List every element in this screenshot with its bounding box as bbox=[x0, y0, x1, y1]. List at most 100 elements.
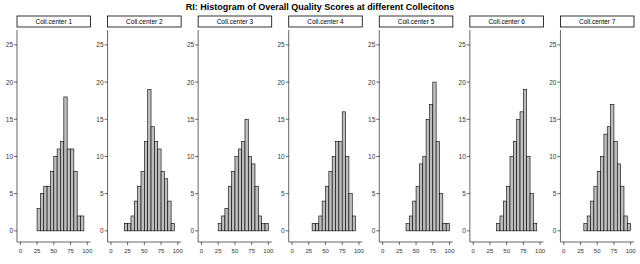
chart: RI: Histogram of Overall Quality Scores … bbox=[0, 0, 640, 264]
y-tick bbox=[195, 156, 198, 157]
bar bbox=[252, 164, 255, 231]
y-tick-label: 0 bbox=[281, 227, 285, 234]
x-tick bbox=[292, 242, 293, 245]
bar bbox=[164, 179, 167, 231]
bar bbox=[446, 223, 449, 230]
bars bbox=[124, 90, 174, 231]
bar bbox=[292, 230, 295, 231]
y-axis bbox=[288, 30, 289, 242]
x-tick bbox=[506, 242, 507, 245]
bar bbox=[77, 216, 80, 231]
x-tick bbox=[53, 242, 54, 245]
y-tick bbox=[105, 119, 108, 120]
bar bbox=[118, 230, 121, 231]
panel-title: Coll.center 7 bbox=[579, 18, 616, 25]
y-tick-label: 10 bbox=[6, 153, 14, 160]
y-tick bbox=[467, 82, 470, 83]
bar bbox=[393, 230, 396, 231]
bars bbox=[312, 112, 355, 231]
bar bbox=[507, 186, 510, 231]
y-tick-label: 10 bbox=[277, 153, 285, 160]
bar bbox=[305, 230, 308, 231]
y-tick bbox=[286, 82, 289, 83]
bar bbox=[490, 230, 493, 231]
bar bbox=[71, 149, 74, 231]
x-tick bbox=[177, 242, 178, 245]
bar bbox=[383, 230, 386, 231]
bar bbox=[510, 156, 513, 230]
bar bbox=[607, 127, 610, 231]
x-tick bbox=[218, 242, 219, 245]
y-tick bbox=[195, 119, 198, 120]
x-tick-label: 50 bbox=[503, 248, 510, 254]
x-tick bbox=[20, 242, 21, 245]
bar bbox=[312, 223, 315, 230]
y-tick-label: 10 bbox=[549, 153, 557, 160]
bar bbox=[483, 230, 486, 231]
y-tick bbox=[467, 119, 470, 120]
bar bbox=[356, 230, 359, 231]
bar bbox=[436, 142, 439, 231]
bar bbox=[134, 201, 137, 231]
bar bbox=[399, 230, 402, 231]
bar bbox=[222, 216, 225, 231]
y-tick-label: 10 bbox=[459, 153, 467, 160]
x-tick-label: 50 bbox=[141, 248, 148, 254]
x-tick-label: 100 bbox=[173, 248, 184, 254]
bar bbox=[174, 230, 177, 231]
bar bbox=[336, 142, 339, 231]
y-tick bbox=[376, 44, 379, 45]
x-tick bbox=[144, 242, 145, 245]
bar bbox=[480, 230, 483, 231]
y-tick-label: 25 bbox=[368, 41, 376, 48]
y-tick bbox=[14, 193, 17, 194]
bar bbox=[319, 216, 322, 231]
bar bbox=[570, 230, 573, 231]
bar bbox=[111, 230, 114, 231]
x-tick bbox=[268, 242, 269, 245]
bar bbox=[564, 230, 567, 231]
bar bbox=[57, 149, 60, 231]
y-tick bbox=[195, 82, 198, 83]
y-tick bbox=[557, 193, 560, 194]
y-tick-label: 10 bbox=[96, 153, 104, 160]
bar bbox=[265, 223, 268, 230]
y-tick-label: 20 bbox=[549, 79, 557, 86]
x-tick-label: 50 bbox=[322, 248, 329, 254]
bar bbox=[151, 127, 154, 231]
y-tick bbox=[467, 230, 470, 231]
bar bbox=[567, 230, 570, 231]
x-tick-label: 75 bbox=[158, 248, 165, 254]
x-tick bbox=[540, 242, 541, 245]
x-tick bbox=[161, 242, 162, 245]
bar bbox=[205, 230, 208, 231]
bar bbox=[409, 216, 412, 231]
bar bbox=[74, 171, 77, 231]
bar bbox=[611, 104, 614, 230]
y-tick-label: 25 bbox=[549, 41, 557, 48]
bar bbox=[225, 209, 228, 231]
y-tick bbox=[557, 82, 560, 83]
y-tick bbox=[467, 44, 470, 45]
x-tick bbox=[342, 242, 343, 245]
y-tick-label: 15 bbox=[459, 116, 467, 123]
bars bbox=[584, 104, 631, 230]
x-tick bbox=[37, 242, 38, 245]
bar bbox=[242, 142, 245, 231]
bar bbox=[60, 142, 63, 231]
panel: Coll.center 705101520250255075100 bbox=[549, 16, 636, 254]
x-tick-label: 100 bbox=[263, 248, 274, 254]
y-tick bbox=[286, 44, 289, 45]
panel: Coll.center 105101520250255075100 bbox=[6, 16, 93, 254]
y-tick-label: 5 bbox=[100, 190, 104, 197]
x-tick-label: 50 bbox=[50, 248, 57, 254]
bar bbox=[423, 156, 426, 230]
y-tick bbox=[105, 193, 108, 194]
y-tick bbox=[195, 44, 198, 45]
x-tick-label: 0 bbox=[200, 248, 204, 254]
y-axis bbox=[379, 30, 380, 242]
panel: Coll.center 605101520250255075100 bbox=[459, 16, 546, 254]
bar bbox=[47, 186, 50, 231]
bar bbox=[624, 216, 627, 231]
bar bbox=[218, 223, 221, 230]
